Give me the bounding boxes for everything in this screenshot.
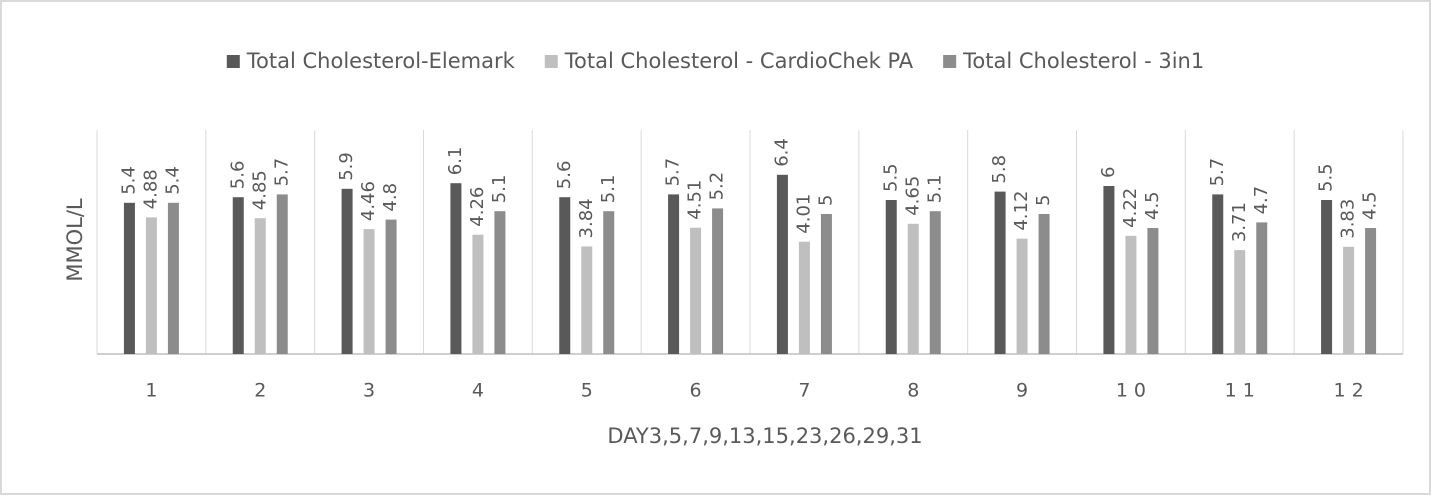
bar [929, 211, 941, 354]
legend-swatch [544, 55, 558, 68]
data-label: 3.71 [1229, 202, 1250, 242]
data-label: 5 [815, 195, 836, 206]
x-tick-label: 6 [690, 380, 708, 402]
data-label: 5.1 [489, 175, 510, 204]
bar [1321, 200, 1333, 354]
bar [1016, 238, 1028, 354]
data-label: 4.85 [249, 170, 270, 210]
bar [994, 191, 1006, 354]
bar [581, 246, 593, 354]
bar [1103, 186, 1115, 354]
data-label: 5 [1033, 195, 1054, 206]
bar [1365, 228, 1377, 354]
bar [363, 229, 375, 354]
data-label: 4.7 [1251, 186, 1272, 215]
bar [145, 217, 157, 354]
data-label: 5.6 [227, 161, 248, 190]
bar [907, 223, 919, 354]
bar [603, 211, 615, 354]
x-tick-label: 5 [581, 380, 599, 402]
data-label: 4.8 [380, 183, 401, 212]
data-label: 4.5 [1142, 191, 1163, 220]
x-tick-label: 4 [472, 380, 490, 402]
bar [276, 194, 288, 354]
data-label: 5.1 [924, 175, 945, 204]
x-axis-title: DAY3,5,7,9,13,15,23,26,29,31 [607, 424, 922, 448]
bar [1234, 250, 1246, 354]
legend-label: Total Cholesterol-Elemark [246, 49, 516, 73]
x-tick-label: 8 [907, 380, 925, 402]
y-axis-title: MMOL/L [63, 198, 87, 282]
data-label: 4.88 [140, 169, 161, 209]
data-label: 5.7 [1207, 158, 1228, 187]
bar [776, 174, 788, 354]
data-label: 4.12 [1011, 191, 1032, 231]
data-label: 3.83 [1338, 199, 1359, 239]
bar [1256, 222, 1268, 354]
data-label: 5.5 [880, 163, 901, 192]
data-label: 5.8 [989, 155, 1010, 184]
legend-label: Total Cholesterol - 3in1 [962, 49, 1204, 73]
bar [668, 194, 680, 354]
data-label: 4.22 [1120, 188, 1141, 228]
x-tick-label: 12 [1333, 380, 1369, 402]
data-label: 4.26 [467, 187, 488, 227]
data-label: 5.5 [1316, 163, 1337, 192]
bar [1147, 228, 1159, 354]
x-tick-label: 3 [363, 380, 381, 402]
bar [820, 214, 832, 354]
bar [385, 219, 397, 354]
bar [1125, 235, 1137, 354]
data-label: 4.65 [902, 176, 923, 216]
bar [123, 202, 135, 354]
x-tick-label: 10 [1116, 380, 1152, 402]
bar [885, 200, 897, 354]
bar [472, 234, 484, 354]
bar [798, 241, 810, 354]
x-tick-label: 1 [145, 380, 163, 402]
legend: Total Cholesterol-Elemark Total Cholester… [226, 49, 1204, 73]
data-label: 4.46 [358, 181, 379, 221]
bar [232, 197, 244, 354]
data-label: 5.6 [554, 161, 575, 190]
bar [1212, 194, 1224, 354]
bar [1038, 214, 1050, 354]
bar [254, 218, 266, 354]
bar [450, 183, 462, 354]
x-tick-label: 2 [254, 380, 272, 402]
bar [494, 211, 506, 354]
data-label: 5.4 [162, 166, 183, 195]
data-label: 5.9 [336, 152, 357, 181]
data-label: 5.4 [118, 166, 139, 195]
data-label: 4.5 [1360, 191, 1381, 220]
bar [167, 202, 179, 354]
bar [341, 188, 353, 354]
data-label: 5.7 [663, 158, 684, 187]
legend-swatch [943, 55, 957, 68]
x-tick-label: 7 [798, 380, 816, 402]
data-label: 4.51 [685, 180, 706, 220]
data-label: 5.1 [598, 175, 619, 204]
data-label: 5.2 [707, 172, 728, 201]
data-label: 6.4 [771, 138, 792, 167]
data-label: 4.01 [793, 194, 814, 234]
bar [559, 197, 571, 354]
x-tick-label: 11 [1225, 380, 1261, 402]
legend-label: Total Cholesterol - CardioChek PA [564, 49, 914, 73]
data-label: 5.7 [271, 158, 292, 187]
x-tick-label: 9 [1016, 380, 1034, 402]
bar [1343, 246, 1355, 354]
data-label: 6.1 [445, 147, 466, 176]
bar [712, 208, 724, 354]
data-label: 6 [1098, 167, 1119, 178]
legend-swatch [226, 55, 240, 68]
data-label: 3.84 [576, 198, 597, 238]
bar [690, 227, 702, 354]
